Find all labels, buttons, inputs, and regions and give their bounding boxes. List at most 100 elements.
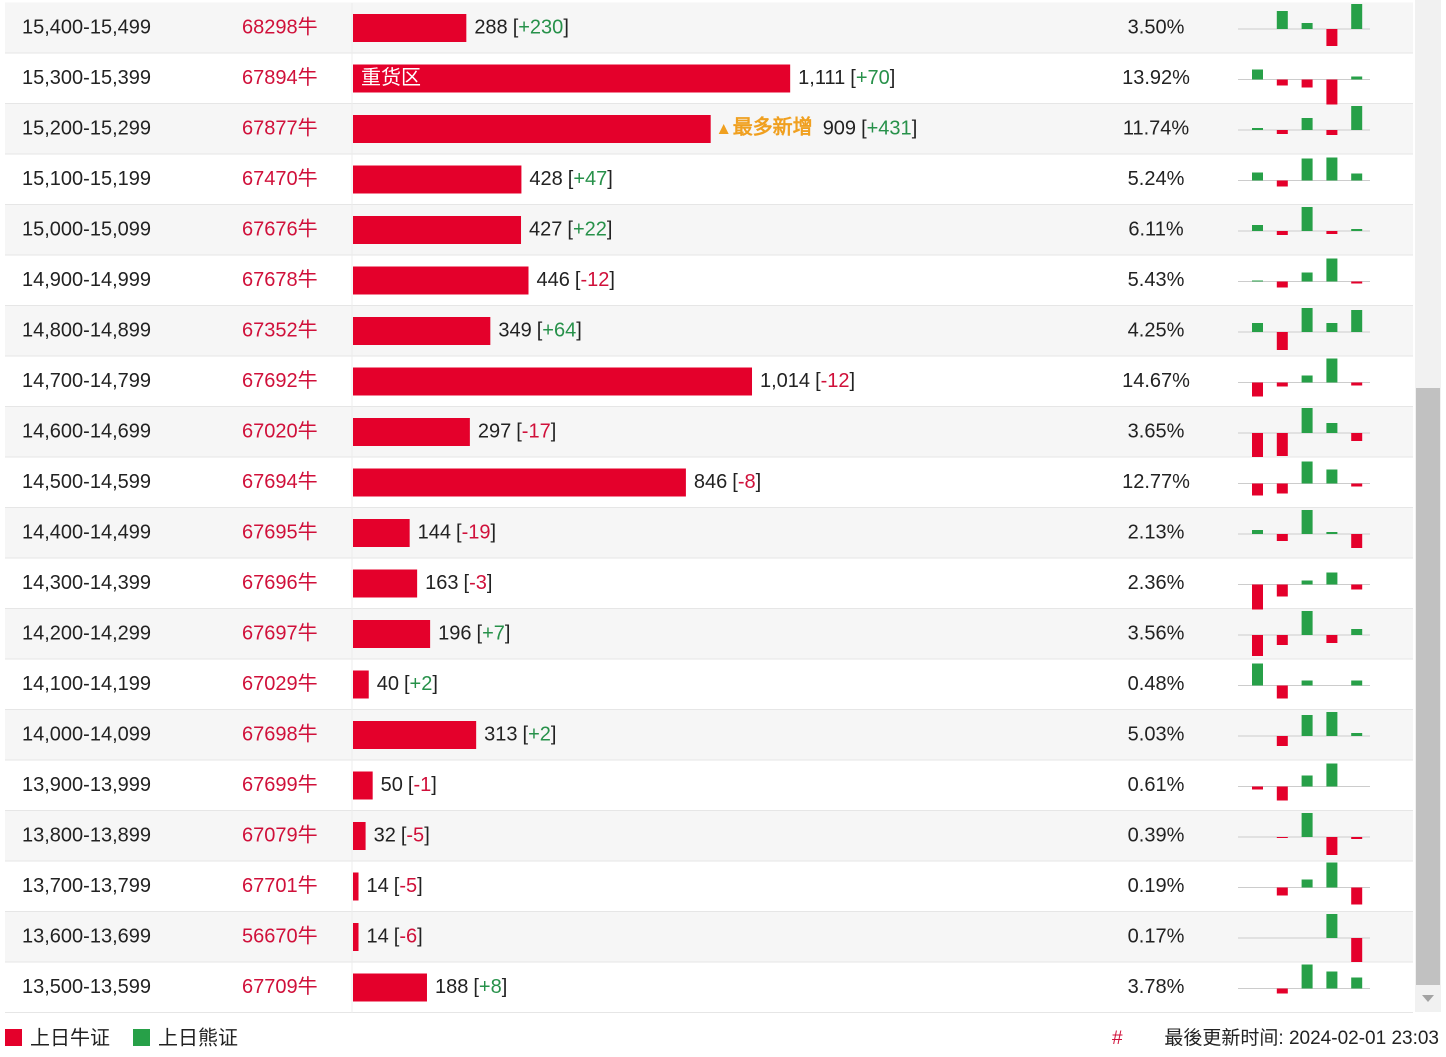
percent: 2.13%: [1128, 521, 1185, 543]
row-background: [5, 911, 1413, 962]
percent: 5.03%: [1128, 723, 1185, 745]
price-range: 14,100-14,199: [22, 673, 151, 695]
spark-bar: [1276, 887, 1288, 896]
bracket: ]: [756, 471, 762, 493]
count-label: 40: [377, 673, 399, 695]
change: +22: [573, 218, 607, 240]
count-bar: [353, 973, 427, 1002]
spark-bar: [1252, 382, 1263, 397]
change: -19: [462, 521, 491, 543]
spark-bar: [1252, 69, 1263, 80]
count-label: 313: [484, 723, 517, 745]
percent: 0.39%: [1128, 824, 1185, 846]
percent: 3.50%: [1128, 16, 1185, 38]
scroll-down-arrow[interactable]: [1422, 995, 1434, 1002]
bracket: [: [394, 925, 400, 947]
spark-bar: [1276, 281, 1288, 288]
bracket: ]: [850, 370, 856, 392]
bracket: [: [861, 117, 867, 139]
spark-bar: [1301, 879, 1313, 888]
spark-bar: [1326, 423, 1338, 433]
row-background: [5, 709, 1413, 760]
row-background: [5, 810, 1413, 861]
spark-bar: [1351, 837, 1363, 839]
bracket: ]: [607, 168, 613, 190]
spark-bar: [1351, 534, 1363, 548]
spark-bar: [1326, 572, 1338, 585]
count-label: 188: [435, 976, 468, 998]
legend-label: 上日熊证: [158, 1026, 238, 1049]
warrant-code: 67701牛: [242, 874, 318, 897]
spark-bar: [1351, 733, 1363, 736]
row-background: [5, 406, 1413, 457]
spark-bar: [1276, 79, 1288, 86]
spark-bar: [1301, 272, 1313, 282]
spark-bar: [1301, 375, 1313, 383]
change: +2: [410, 673, 433, 695]
count-label: 297: [478, 420, 511, 442]
spark-bar: [1252, 128, 1263, 130]
bracket: ]: [912, 117, 918, 139]
warrant-code: 67894牛: [242, 66, 318, 89]
count-label: 144: [418, 521, 451, 543]
spark-bar: [1301, 408, 1313, 433]
warrant-code: 67694牛: [242, 470, 318, 493]
count-label: 288: [474, 16, 507, 38]
scrollbar-thumb[interactable]: [1416, 388, 1440, 985]
row-background: [5, 659, 1413, 710]
spark-bar: [1351, 4, 1363, 29]
change: -12: [821, 370, 850, 392]
footer-updated: 最後更新时间: 2024-02-01 23:03: [1164, 1027, 1439, 1049]
spark-bar: [1326, 635, 1338, 643]
bracket: [: [516, 420, 522, 442]
spark-bar: [1276, 130, 1288, 134]
price-range: 14,500-14,599: [22, 471, 151, 493]
spark-bar: [1276, 534, 1288, 541]
row-background: [5, 507, 1413, 558]
spark-bar: [1276, 332, 1288, 350]
percent: 13.92%: [1122, 67, 1190, 89]
row-background: [5, 608, 1413, 659]
legend-swatch: [5, 1029, 22, 1046]
percent: 4.25%: [1128, 319, 1185, 341]
spark-bar: [1326, 532, 1338, 534]
count-label: 14: [367, 875, 389, 897]
count-bar: [353, 721, 477, 749]
spark-bar: [1301, 580, 1313, 585]
price-range: 15,400-15,499: [22, 16, 151, 38]
warrant-code: 67079牛: [242, 823, 318, 846]
row-background: [5, 154, 1413, 205]
price-range: 13,500-13,599: [22, 976, 151, 998]
bracket: [: [477, 622, 483, 644]
bracket: [: [575, 269, 581, 291]
change: -3: [469, 572, 487, 594]
count-bar: [353, 266, 529, 295]
price-range: 13,700-13,799: [22, 875, 151, 897]
bracket: ]: [607, 218, 613, 240]
change: +230: [518, 16, 563, 38]
count-label: 1,014: [760, 370, 810, 392]
percent: 3.56%: [1128, 622, 1185, 644]
count-bar: [353, 468, 686, 497]
count-label: 909: [823, 117, 856, 139]
spark-bar: [1276, 988, 1288, 994]
percent: 0.19%: [1128, 875, 1185, 897]
change: -8: [738, 471, 756, 493]
change: +8: [479, 976, 502, 998]
spark-bar: [1276, 837, 1288, 838]
bracket: [: [732, 471, 738, 493]
spark-bar: [1326, 914, 1338, 938]
percent: 11.74%: [1123, 117, 1190, 139]
change: -5: [406, 824, 424, 846]
spark-bar: [1301, 158, 1313, 181]
row-background: [5, 2, 1413, 53]
count-bar: [353, 418, 470, 446]
spark-bar: [1252, 225, 1263, 231]
count-bar: [353, 822, 366, 850]
count-bar: [353, 872, 359, 901]
spark-bar: [1301, 611, 1313, 635]
change: +64: [542, 319, 576, 341]
bracket: [: [464, 572, 470, 594]
percent: 5.24%: [1128, 168, 1185, 190]
count-label: 428: [529, 168, 562, 190]
